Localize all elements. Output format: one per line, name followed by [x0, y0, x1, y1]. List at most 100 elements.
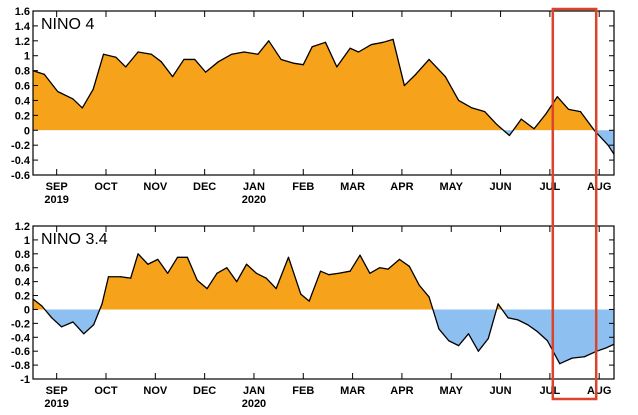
nino34-data-point [458, 345, 460, 347]
nino4-data-point [137, 51, 139, 53]
nino4-data-point [533, 128, 535, 130]
nino34-xtick-label: JUL [539, 385, 560, 397]
nino34-ytick-label: 1 [24, 235, 30, 247]
nino34-data-point [130, 277, 132, 279]
nino4-data-point [336, 66, 338, 68]
nino34-ytick-label: 0.4 [15, 277, 31, 289]
nino4-year-label: 2019 [44, 194, 68, 206]
nino4-year-label: 2020 [242, 194, 266, 206]
nino4-data-point [268, 40, 270, 42]
nino34-ytick-label: -0.2 [11, 318, 30, 330]
nino34-data-point [265, 277, 267, 279]
nino4-xtick-label: DEC [193, 181, 216, 193]
nino34-data-point [72, 321, 74, 323]
nino34-data-point [583, 356, 586, 358]
nino4-ytick-label: -0.2 [11, 140, 30, 152]
nino34-data-point [137, 253, 139, 255]
nino34-xtick-label: AUG [587, 385, 611, 397]
nino34-data-point [319, 270, 322, 272]
nino4-ytick-label: 0.8 [15, 66, 30, 78]
nino4-data-point [370, 43, 372, 46]
nino34-data-point [527, 324, 529, 326]
nino34-data-point [418, 284, 420, 286]
nino34-data-point [176, 256, 179, 258]
nino34-ytick-label: 0.8 [15, 249, 30, 261]
nino4-ytick-label: -0.6 [11, 170, 30, 182]
nino4-data-point [556, 96, 558, 98]
nino34-xtick-label: NOV [143, 385, 168, 397]
nino34-data-point [300, 293, 302, 295]
nino34-data-point [428, 296, 430, 298]
nino4-data-point [520, 118, 522, 120]
nino34-data-point [517, 319, 519, 321]
nino4-ytick-label: 1.4 [15, 21, 31, 33]
nino4-data-point [102, 53, 105, 55]
nino34-positive-area [33, 253, 614, 310]
nino4-data-point [57, 90, 59, 93]
nino4-xtick-label: MAR [340, 181, 365, 193]
nino34-data-point [328, 274, 330, 276]
nino34-data-point [387, 268, 389, 270]
nino4-ytick-label: 0 [24, 125, 30, 137]
nino34-xtick-label: JUN [490, 385, 512, 397]
nino4-series-line [33, 38, 614, 155]
nino4-data-point [280, 58, 282, 61]
nino4-data-point [568, 108, 570, 110]
nino4-data-point [382, 41, 384, 43]
nino34-data-point [107, 276, 110, 278]
nino34-data-point [369, 272, 371, 274]
nino4-data-point [607, 144, 609, 146]
nino4-ytick-label: 0.4 [15, 95, 31, 107]
nino34-title: NINO 3.4 [41, 231, 108, 248]
nino4-ytick-label: 1 [24, 51, 30, 63]
nino34-data-point [477, 350, 479, 352]
nino34-data-point [167, 272, 169, 274]
nino4-data-point [205, 71, 207, 73]
nino34-xtick-label: MAY [440, 385, 464, 397]
nino34-data-point [408, 265, 410, 267]
nino4-xtick-label: APR [390, 181, 413, 193]
nino34-ytick-label: -0.8 [11, 360, 30, 372]
nino4-data-point [194, 58, 196, 61]
nino4-data-point [545, 113, 547, 115]
nino4-xtick-label: FEB [292, 181, 314, 193]
nino34-xtick-label: JAN [243, 385, 265, 397]
nino4-data-point [160, 61, 162, 63]
nino4-xtick-label: NOV [143, 181, 168, 193]
nino34-data-point [147, 263, 149, 265]
highlight-box [551, 7, 598, 401]
nino4-ytick-label: 0.6 [15, 81, 30, 93]
nino34-data-point [255, 272, 258, 274]
nino34-data-point [349, 270, 351, 272]
nino4-data-point [115, 56, 117, 58]
nino4-title: NINO 4 [41, 16, 94, 33]
nino4-xtick-label: JUN [490, 181, 512, 193]
nino4-data-point [496, 123, 498, 125]
nino34-ytick-label: -1 [20, 374, 30, 386]
nino4-data-point [243, 51, 245, 53]
nino34-data-point [287, 256, 290, 258]
nino34-xtick-label: DEC [193, 385, 216, 397]
nino34-data-point [157, 258, 159, 260]
nino4-data-point [458, 99, 460, 102]
nino4-data-point [150, 53, 152, 55]
nino4-data-point [257, 53, 259, 55]
nino34-data-point [606, 347, 608, 349]
nino4-ytick-label: 1.6 [15, 6, 30, 18]
nino34-ytick-label: 0.6 [15, 263, 30, 275]
nino34-year-label: 2019 [44, 398, 68, 410]
nino34-data-point [438, 328, 440, 330]
nino34-ytick-label: 1.2 [15, 221, 30, 233]
nino34-data-point [216, 272, 218, 274]
nino4-plot-frame [32, 10, 615, 176]
nino34-xtick-label: OCT [94, 385, 118, 397]
nino4-positive-area [33, 39, 614, 131]
nino4-data-point [292, 62, 295, 64]
nino4-data-point [302, 64, 304, 66]
nino34-data-point [41, 305, 43, 307]
nino4-xtick-label: JAN [243, 181, 265, 193]
nino34-xtick-label: SEP [46, 385, 68, 397]
nino34-data-point [379, 267, 381, 269]
nino34-xtick-label: APR [390, 385, 413, 397]
